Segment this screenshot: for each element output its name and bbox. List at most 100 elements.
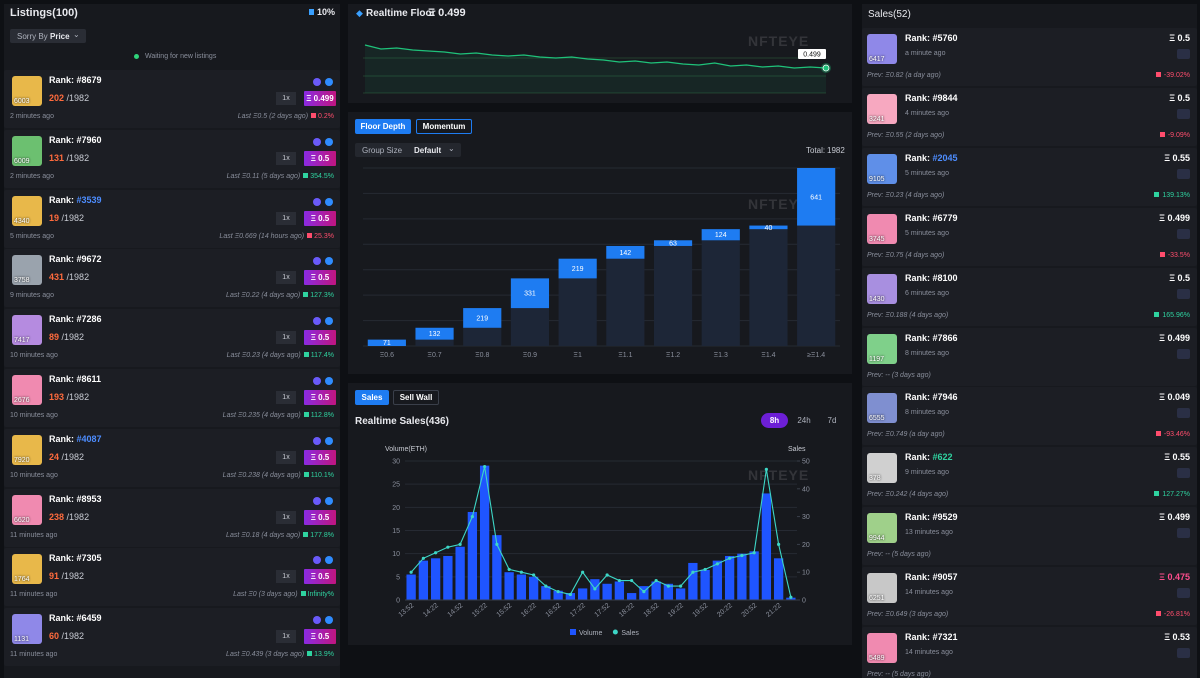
rank: Rank: #7321 (905, 632, 958, 642)
previous-sale: Prev: Ξ0.749 (a day ago) (867, 431, 945, 439)
rarity-total: /1982 (61, 332, 85, 343)
sales-point (556, 590, 560, 594)
tab-momentum[interactable]: Momentum (416, 119, 472, 134)
sales-point (679, 584, 683, 588)
change: 25.3% (314, 232, 334, 240)
volume-bar (773, 558, 784, 600)
x-tick-label: Ξ0.8 (475, 352, 489, 359)
chevron: ⌄ (448, 144, 455, 153)
y2-tick-label: 0 (802, 598, 806, 605)
quantity: 1x (276, 570, 296, 584)
depth-segment (463, 308, 502, 328)
market-icon (313, 496, 321, 505)
floor-label-box (798, 49, 826, 59)
listings-badge: 10% (317, 7, 336, 17)
trend-icon (303, 412, 309, 417)
avatar-id: 6620 (14, 516, 30, 524)
cumulative-bar (701, 229, 740, 346)
status-dot (134, 54, 139, 59)
floor-line (364, 44, 827, 69)
y-tick-label: 5 (396, 574, 400, 581)
listing-row: 7920 Rank: #4087 24 /1982 1x Ξ 0.5 10 minutes… (4, 428, 340, 487)
listing-row: 4340 Rank: #3539 19 /1982 1x Ξ 0.5 5 minutes … (4, 189, 340, 248)
sort-label: Sorry By (17, 32, 48, 41)
tab-floor-depth[interactable]: Floor Depth (355, 119, 411, 134)
quantity: 1x (276, 92, 296, 105)
sales-point (434, 551, 438, 555)
avatar-id: 2676 (14, 397, 30, 404)
rarity: 19 /1982 (49, 213, 84, 223)
rarity: 431 /1982 (49, 272, 89, 282)
floor-title: Realtime Floor (366, 8, 436, 19)
rarity-total: /1982 (66, 93, 90, 103)
rarity: 131 /1982 (49, 153, 89, 163)
x-tick-label: 20:52 (740, 602, 758, 619)
x-tick-label: 19:22 (667, 602, 685, 619)
tab-sell-wall[interactable]: Sell Wall (393, 390, 439, 405)
depth-value-label: 142 (620, 250, 632, 257)
change: 117.4% (310, 352, 334, 360)
buyer-icon (1177, 348, 1190, 359)
change-wrap: -9.09% (1159, 131, 1190, 139)
volume-bar (688, 562, 698, 600)
avatar: 6620 (12, 494, 42, 525)
previous-sale: Prev: Ξ0.75 (4 days ago) (867, 251, 945, 259)
previous-sale: Prev: -- (5 days ago) (867, 551, 931, 559)
rank-label: Rank: (905, 152, 931, 163)
floor-label: 0.499 (803, 52, 821, 59)
sales-point (544, 584, 548, 588)
avatar-id: 6003 (14, 98, 30, 105)
x-tick-label: 19:52 (691, 602, 709, 619)
volume-bar (724, 555, 735, 600)
market-icon (313, 137, 321, 146)
buyer-icon (1177, 528, 1190, 539)
rank: Rank: #622 (905, 452, 953, 462)
y2-tick-label: 50 (802, 459, 810, 466)
range-7d[interactable]: 7d (827, 416, 837, 425)
rank-value: #9529 (932, 512, 958, 523)
trend-icon (1155, 611, 1161, 617)
avatar-id: 6555 (869, 415, 885, 423)
x-tick-label: 16:52 (544, 602, 562, 619)
avatar-id: 6251 (869, 595, 885, 603)
change: 165.96% (1162, 311, 1190, 319)
buyer-icon (1177, 228, 1190, 239)
depth-segment (415, 327, 454, 340)
rank: Rank: #7305 (49, 553, 102, 563)
rank-label: Rank: (49, 75, 75, 85)
rarity: 91 /1982 (49, 571, 84, 581)
rank: Rank: #8953 (49, 494, 102, 504)
x-tick-label: Ξ0.7 (427, 352, 441, 359)
x-tick-label: Ξ0.9 (523, 352, 537, 359)
rarity-position: 238 (49, 511, 65, 522)
depth-segment (606, 245, 645, 259)
price: Ξ 0.5 (304, 449, 336, 465)
cumulative-bar (653, 240, 693, 346)
market-icon (313, 556, 321, 565)
group-select[interactable]: Group Size Default ⌄ (355, 143, 461, 157)
rarity: 238 /1982 (49, 512, 89, 522)
trend-icon (307, 651, 313, 657)
last-sale: Last Ξ0.23 (4 days ago) 117.4% (227, 352, 334, 359)
range-24h[interactable]: 24h (797, 416, 811, 425)
price: Ξ 0.5 (304, 569, 336, 585)
rank-value: #9057 (932, 572, 958, 583)
range-8h[interactable]: 8h (761, 413, 788, 428)
trend-icon (307, 232, 313, 238)
sort-select[interactable]: Sorry By Price ⌄ (10, 29, 86, 43)
rank-label: Rank: (49, 374, 75, 384)
change: -26.81% (1163, 611, 1190, 619)
avatar: 1131 (12, 614, 42, 645)
trend-icon (1154, 491, 1160, 497)
depth-segment (653, 240, 693, 246)
trend-icon (1155, 72, 1161, 77)
tab-sales[interactable]: Sales (355, 390, 389, 405)
group-label: Group Size (362, 146, 403, 155)
watermark: NFTEYE (748, 33, 809, 49)
volume-bar (528, 576, 539, 600)
time: 5 minutes ago (905, 229, 949, 237)
rank-label: Rank: (905, 332, 931, 343)
sales-point (703, 567, 707, 572)
sales-point (409, 570, 413, 574)
